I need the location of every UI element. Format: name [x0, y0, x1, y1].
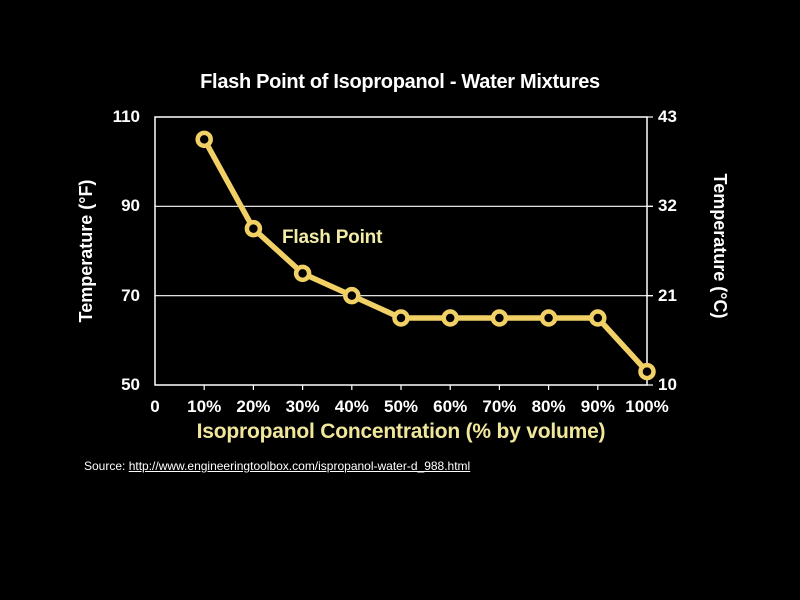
source-prefix: Source:	[84, 459, 129, 473]
y-tick-label-right: 10	[658, 375, 677, 394]
x-tick-label: 0	[150, 397, 160, 416]
plot-frame	[154, 116, 648, 386]
y-axis-title-right: Temperature (°C)	[710, 173, 730, 319]
x-tick-label: 80%	[531, 397, 566, 416]
x-tick-label: 70%	[482, 397, 517, 416]
data-point-marker	[589, 309, 607, 327]
data-point-marker	[293, 264, 312, 283]
y-tick-label-left: 90	[121, 196, 140, 216]
x-tick-label: 50%	[383, 397, 419, 416]
y-tick-label-left: 70	[121, 285, 140, 305]
y-tick-label-right: 32	[658, 196, 677, 216]
data-point-marker	[244, 219, 263, 238]
x-axis-title: Isopropanol Concentration (% by volume)	[196, 420, 606, 443]
x-tick-label: 30%	[285, 397, 320, 416]
source-link[interactable]: http://www.engineeringtoolbox.com/isprop…	[128, 459, 471, 473]
x-tick-label: 40%	[334, 397, 369, 416]
series-annotation: Flash Point	[282, 227, 383, 248]
x-tick-label: 60%	[433, 397, 468, 416]
x-tick-label: 90%	[580, 397, 615, 416]
x-tick-label: 10%	[187, 397, 222, 416]
data-point-marker	[539, 309, 558, 327]
x-tick-label: 20%	[236, 397, 271, 416]
data-point-marker	[195, 130, 213, 149]
flash-point-line	[201, 136, 650, 375]
y-tick-label-right: 43	[658, 107, 677, 126]
y-tick-label-left: 50	[121, 375, 140, 394]
x-tick-label: 100%	[625, 397, 669, 416]
data-point-marker	[441, 309, 459, 327]
data-point-marker	[638, 362, 656, 381]
data-point-marker	[343, 286, 361, 305]
chart-title: Flash Point of Isopropanol - Water Mixtu…	[200, 71, 600, 93]
y-tick-label-right: 21	[658, 285, 677, 305]
y-axis-title-left: Temperature (°F)	[76, 179, 96, 323]
y-tick-label-left: 110	[112, 107, 140, 126]
data-point-marker	[392, 309, 410, 327]
data-point-marker	[490, 309, 509, 327]
source-line: Source: http://www.engineeringtoolbox.co…	[84, 459, 470, 473]
